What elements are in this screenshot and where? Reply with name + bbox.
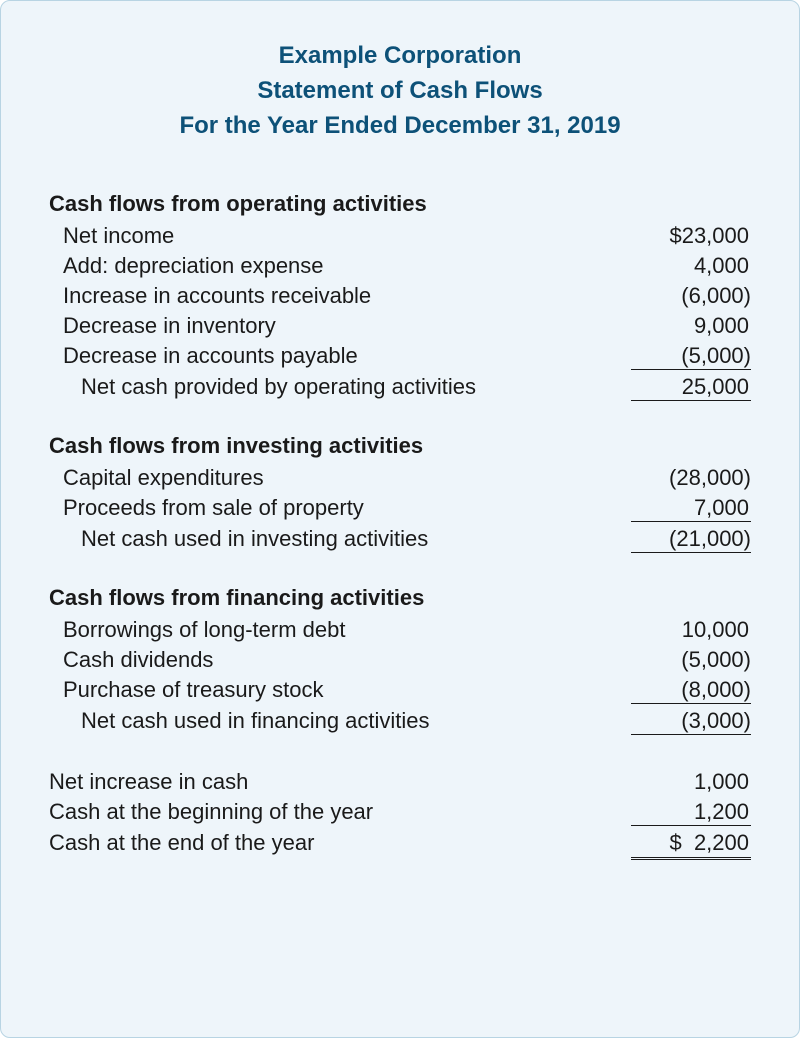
investing-title: Cash flows from investing activities: [49, 433, 751, 459]
line-item: Decrease in accounts payable (5,000): [49, 341, 751, 372]
subtotal-label: Net cash provided by operating activitie…: [49, 374, 631, 400]
item-value: (5,000): [631, 343, 751, 370]
item-label: Proceeds from sale of property: [49, 495, 631, 521]
item-value: (6,000): [631, 283, 751, 309]
item-value: 7,000: [631, 495, 751, 522]
line-item: Increase in accounts receivable (6,000): [49, 281, 751, 311]
statement-period: For the Year Ended December 31, 2019: [49, 109, 751, 144]
item-value: (5,000): [631, 647, 751, 673]
statement-header: Example Corporation Statement of Cash Fl…: [49, 39, 751, 143]
subtotal-value: (3,000): [631, 708, 751, 735]
line-item: Capital expenditures (28,000): [49, 463, 751, 493]
subtotal-row: Net cash used in financing activities (3…: [49, 706, 751, 737]
line-item: Cash at the end of the year $ 2,200: [49, 828, 751, 862]
item-value: (8,000): [631, 677, 751, 704]
subtotal-label: Net cash used in investing activities: [49, 526, 631, 552]
ending-cash-label: Cash at the end of the year: [49, 830, 631, 856]
item-label: Capital expenditures: [49, 465, 631, 491]
item-value: (28,000): [631, 465, 751, 491]
line-item: Proceeds from sale of property 7,000: [49, 493, 751, 524]
line-item: Add: depreciation expense 4,000: [49, 251, 751, 281]
net-increase-label: Net increase in cash: [49, 769, 631, 795]
statement-title: Statement of Cash Flows: [49, 74, 751, 109]
subtotal-row: Net cash used in investing activities (2…: [49, 524, 751, 555]
operating-section: Cash flows from operating activities Net…: [49, 191, 751, 403]
item-value: $23,000: [631, 223, 751, 249]
item-label: Increase in accounts receivable: [49, 283, 631, 309]
subtotal-value: 25,000: [631, 374, 751, 401]
item-label: Borrowings of long-term debt: [49, 617, 631, 643]
item-label: Net income: [49, 223, 631, 249]
line-item: Borrowings of long-term debt 10,000: [49, 615, 751, 645]
item-label: Decrease in inventory: [49, 313, 631, 339]
financing-section: Cash flows from financing activities Bor…: [49, 585, 751, 737]
item-label: Cash dividends: [49, 647, 631, 673]
item-label: Purchase of treasury stock: [49, 677, 631, 703]
item-value: 10,000: [631, 617, 751, 643]
net-increase-value: 1,000: [631, 769, 751, 795]
item-value: 9,000: [631, 313, 751, 339]
investing-section: Cash flows from investing activities Cap…: [49, 433, 751, 555]
line-item: Net increase in cash 1,000: [49, 767, 751, 797]
operating-title: Cash flows from operating activities: [49, 191, 751, 217]
item-label: Add: depreciation expense: [49, 253, 631, 279]
financing-title: Cash flows from financing activities: [49, 585, 751, 611]
line-item: Cash dividends (5,000): [49, 645, 751, 675]
line-item: Net income $23,000: [49, 221, 751, 251]
subtotal-value: (21,000): [631, 526, 751, 553]
line-item: Decrease in inventory 9,000: [49, 311, 751, 341]
beginning-cash-label: Cash at the beginning of the year: [49, 799, 631, 825]
company-name: Example Corporation: [49, 39, 751, 74]
line-item: Cash at the beginning of the year 1,200: [49, 797, 751, 828]
beginning-cash-value: 1,200: [631, 799, 751, 826]
item-value: 4,000: [631, 253, 751, 279]
line-item: Purchase of treasury stock (8,000): [49, 675, 751, 706]
subtotal-row: Net cash provided by operating activitie…: [49, 372, 751, 403]
summary-section: Net increase in cash 1,000 Cash at the b…: [49, 767, 751, 862]
subtotal-label: Net cash used in financing activities: [49, 708, 631, 734]
statement-card: Example Corporation Statement of Cash Fl…: [0, 0, 800, 1038]
item-label: Decrease in accounts payable: [49, 343, 631, 369]
ending-cash-value: $ 2,200: [631, 830, 751, 860]
